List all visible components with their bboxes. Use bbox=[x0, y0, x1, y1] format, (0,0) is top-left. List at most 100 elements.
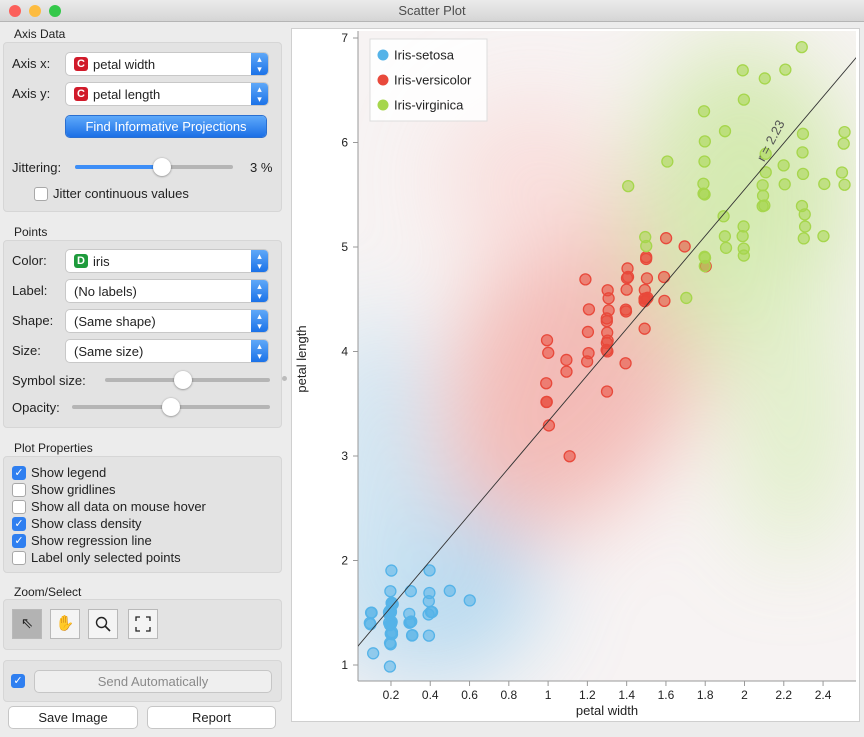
save-image-button[interactable]: Save Image bbox=[9, 707, 137, 728]
option-show-class-density: ✓ Show class density bbox=[12, 515, 206, 532]
chevron-updown-icon: ▴ ▾ bbox=[251, 250, 268, 272]
data-point bbox=[737, 93, 751, 106]
plot-properties-list: ✓ Show legend Show gridlines Show all dat… bbox=[12, 464, 206, 566]
x-tick-label: 2.2 bbox=[775, 688, 792, 702]
data-point bbox=[383, 660, 397, 673]
send-automatically-checkbox[interactable]: ✓ bbox=[11, 674, 25, 688]
symbol-size-slider[interactable] bbox=[105, 371, 270, 389]
send-automatically-button[interactable]: Send Automatically bbox=[35, 671, 271, 692]
option-label: Label only selected points bbox=[31, 550, 181, 565]
show-all-data-checkbox[interactable] bbox=[12, 499, 26, 514]
x-tick-label: 0.8 bbox=[500, 688, 517, 702]
data-point bbox=[425, 605, 439, 619]
jittering-slider[interactable] bbox=[75, 158, 233, 176]
data-point bbox=[384, 585, 397, 598]
x-tick-label: 0.4 bbox=[422, 688, 439, 702]
zoom-window-button[interactable] bbox=[49, 5, 61, 17]
data-point bbox=[540, 395, 553, 409]
data-point bbox=[759, 147, 772, 160]
data-point bbox=[560, 353, 573, 367]
plot-panel[interactable]: 0.2 0.4 0.6 0.8 1 1.2 1.4 1.6 1.8 2 2.2 2.4 1 2 3 4 5 6 7 … bbox=[291, 28, 860, 722]
data-point bbox=[600, 385, 614, 398]
chevron-updown-icon: ▴ ▾ bbox=[251, 53, 268, 75]
x-tick-label: 1.4 bbox=[618, 688, 635, 702]
data-point bbox=[796, 146, 809, 159]
jittering-value: 3 % bbox=[250, 160, 273, 175]
data-point bbox=[717, 210, 730, 223]
data-point bbox=[403, 616, 416, 629]
window-title: Scatter Plot bbox=[398, 3, 466, 18]
regression-line bbox=[358, 57, 856, 647]
data-point bbox=[779, 63, 792, 76]
data-point bbox=[364, 606, 378, 619]
data-point bbox=[581, 325, 595, 339]
show-regression-line-checkbox[interactable]: ✓ bbox=[12, 533, 26, 548]
pan-tool[interactable]: ✋ bbox=[50, 609, 80, 639]
chevron-updown-icon: ▴ ▾ bbox=[251, 310, 268, 332]
legend-label: Iris-versicolor bbox=[394, 73, 472, 88]
data-point bbox=[582, 347, 595, 360]
data-point bbox=[385, 564, 398, 577]
minimize-window-button[interactable] bbox=[29, 5, 41, 17]
show-gridlines-checkbox[interactable] bbox=[12, 482, 26, 497]
close-window-button[interactable] bbox=[9, 5, 21, 17]
data-point bbox=[657, 270, 671, 284]
opacity-slider[interactable] bbox=[72, 398, 270, 416]
shape-value: (Same shape) bbox=[74, 313, 156, 329]
size-select[interactable]: (Same size) ▴ ▾ bbox=[66, 340, 268, 362]
label-select[interactable]: (No labels) ▴ ▾ bbox=[66, 280, 268, 302]
data-point bbox=[737, 249, 750, 262]
splitter-handle[interactable] bbox=[282, 376, 287, 381]
fit-frame-icon bbox=[135, 616, 151, 632]
color-select[interactable]: D iris ▴ ▾ bbox=[66, 250, 268, 272]
opacity-label: Opacity: bbox=[12, 400, 60, 415]
zoom-select-heading: Zoom/Select bbox=[14, 585, 82, 599]
option-label: Show legend bbox=[31, 465, 107, 480]
data-point bbox=[463, 594, 476, 607]
show-legend-checkbox[interactable]: ✓ bbox=[12, 465, 26, 480]
jitter-continuous-label: Jitter continuous values bbox=[53, 186, 189, 201]
find-informative-projections-button[interactable]: Find Informative Projections bbox=[66, 116, 266, 137]
plot-properties-box bbox=[3, 456, 282, 573]
data-point bbox=[697, 187, 710, 200]
data-point bbox=[758, 72, 771, 85]
axis-data-heading: Axis Data bbox=[14, 27, 66, 41]
data-point bbox=[698, 135, 711, 148]
axis-y-select[interactable]: C petal length ▴ ▾ bbox=[66, 83, 268, 105]
data-point bbox=[837, 137, 850, 150]
label-value: (No labels) bbox=[74, 283, 137, 299]
axis-x-value: petal width bbox=[93, 56, 156, 72]
data-point bbox=[600, 312, 613, 325]
scatter-plot[interactable]: 0.2 0.4 0.6 0.8 1 1.2 1.4 1.6 1.8 2 2.2 2.41234567 … bbox=[292, 29, 859, 721]
data-point bbox=[756, 179, 769, 192]
data-point bbox=[758, 199, 771, 212]
show-class-density-checkbox[interactable]: ✓ bbox=[12, 516, 26, 531]
legend-label: Iris-virginica bbox=[394, 98, 464, 113]
hand-icon: ✋ bbox=[55, 615, 75, 632]
data-point bbox=[659, 232, 673, 245]
points bbox=[363, 40, 851, 673]
reset-zoom-tool[interactable] bbox=[128, 609, 158, 639]
report-button[interactable]: Report bbox=[148, 707, 275, 728]
jittering-label: Jittering: bbox=[12, 160, 62, 175]
legend: Iris-setosa Iris-versicolor Iris-virginica bbox=[369, 38, 488, 122]
continuous-badge-icon: C bbox=[74, 87, 88, 101]
x-axis-title: petal width bbox=[576, 703, 638, 718]
data-point bbox=[661, 155, 674, 168]
discrete-badge-icon: D bbox=[74, 254, 88, 268]
data-point bbox=[382, 606, 396, 619]
data-point bbox=[777, 159, 790, 172]
chevron-updown-icon: ▴ ▾ bbox=[251, 340, 268, 362]
select-pointer-tool[interactable]: ⇖ bbox=[12, 609, 42, 639]
data-point bbox=[406, 628, 419, 642]
title-bar: Scatter Plot bbox=[0, 0, 864, 22]
zoom-tool[interactable] bbox=[88, 609, 118, 639]
data-point bbox=[621, 262, 634, 275]
data-point bbox=[640, 272, 654, 285]
option-show-regression-line: ✓ Show regression line bbox=[12, 532, 206, 549]
y-tick-label: 2 bbox=[341, 554, 348, 568]
axis-x-select[interactable]: C petal width ▴ ▾ bbox=[66, 53, 268, 75]
label-selected-checkbox[interactable] bbox=[12, 550, 26, 565]
shape-select[interactable]: (Same shape) ▴ ▾ bbox=[66, 310, 268, 332]
jitter-continuous-checkbox[interactable] bbox=[34, 186, 48, 201]
